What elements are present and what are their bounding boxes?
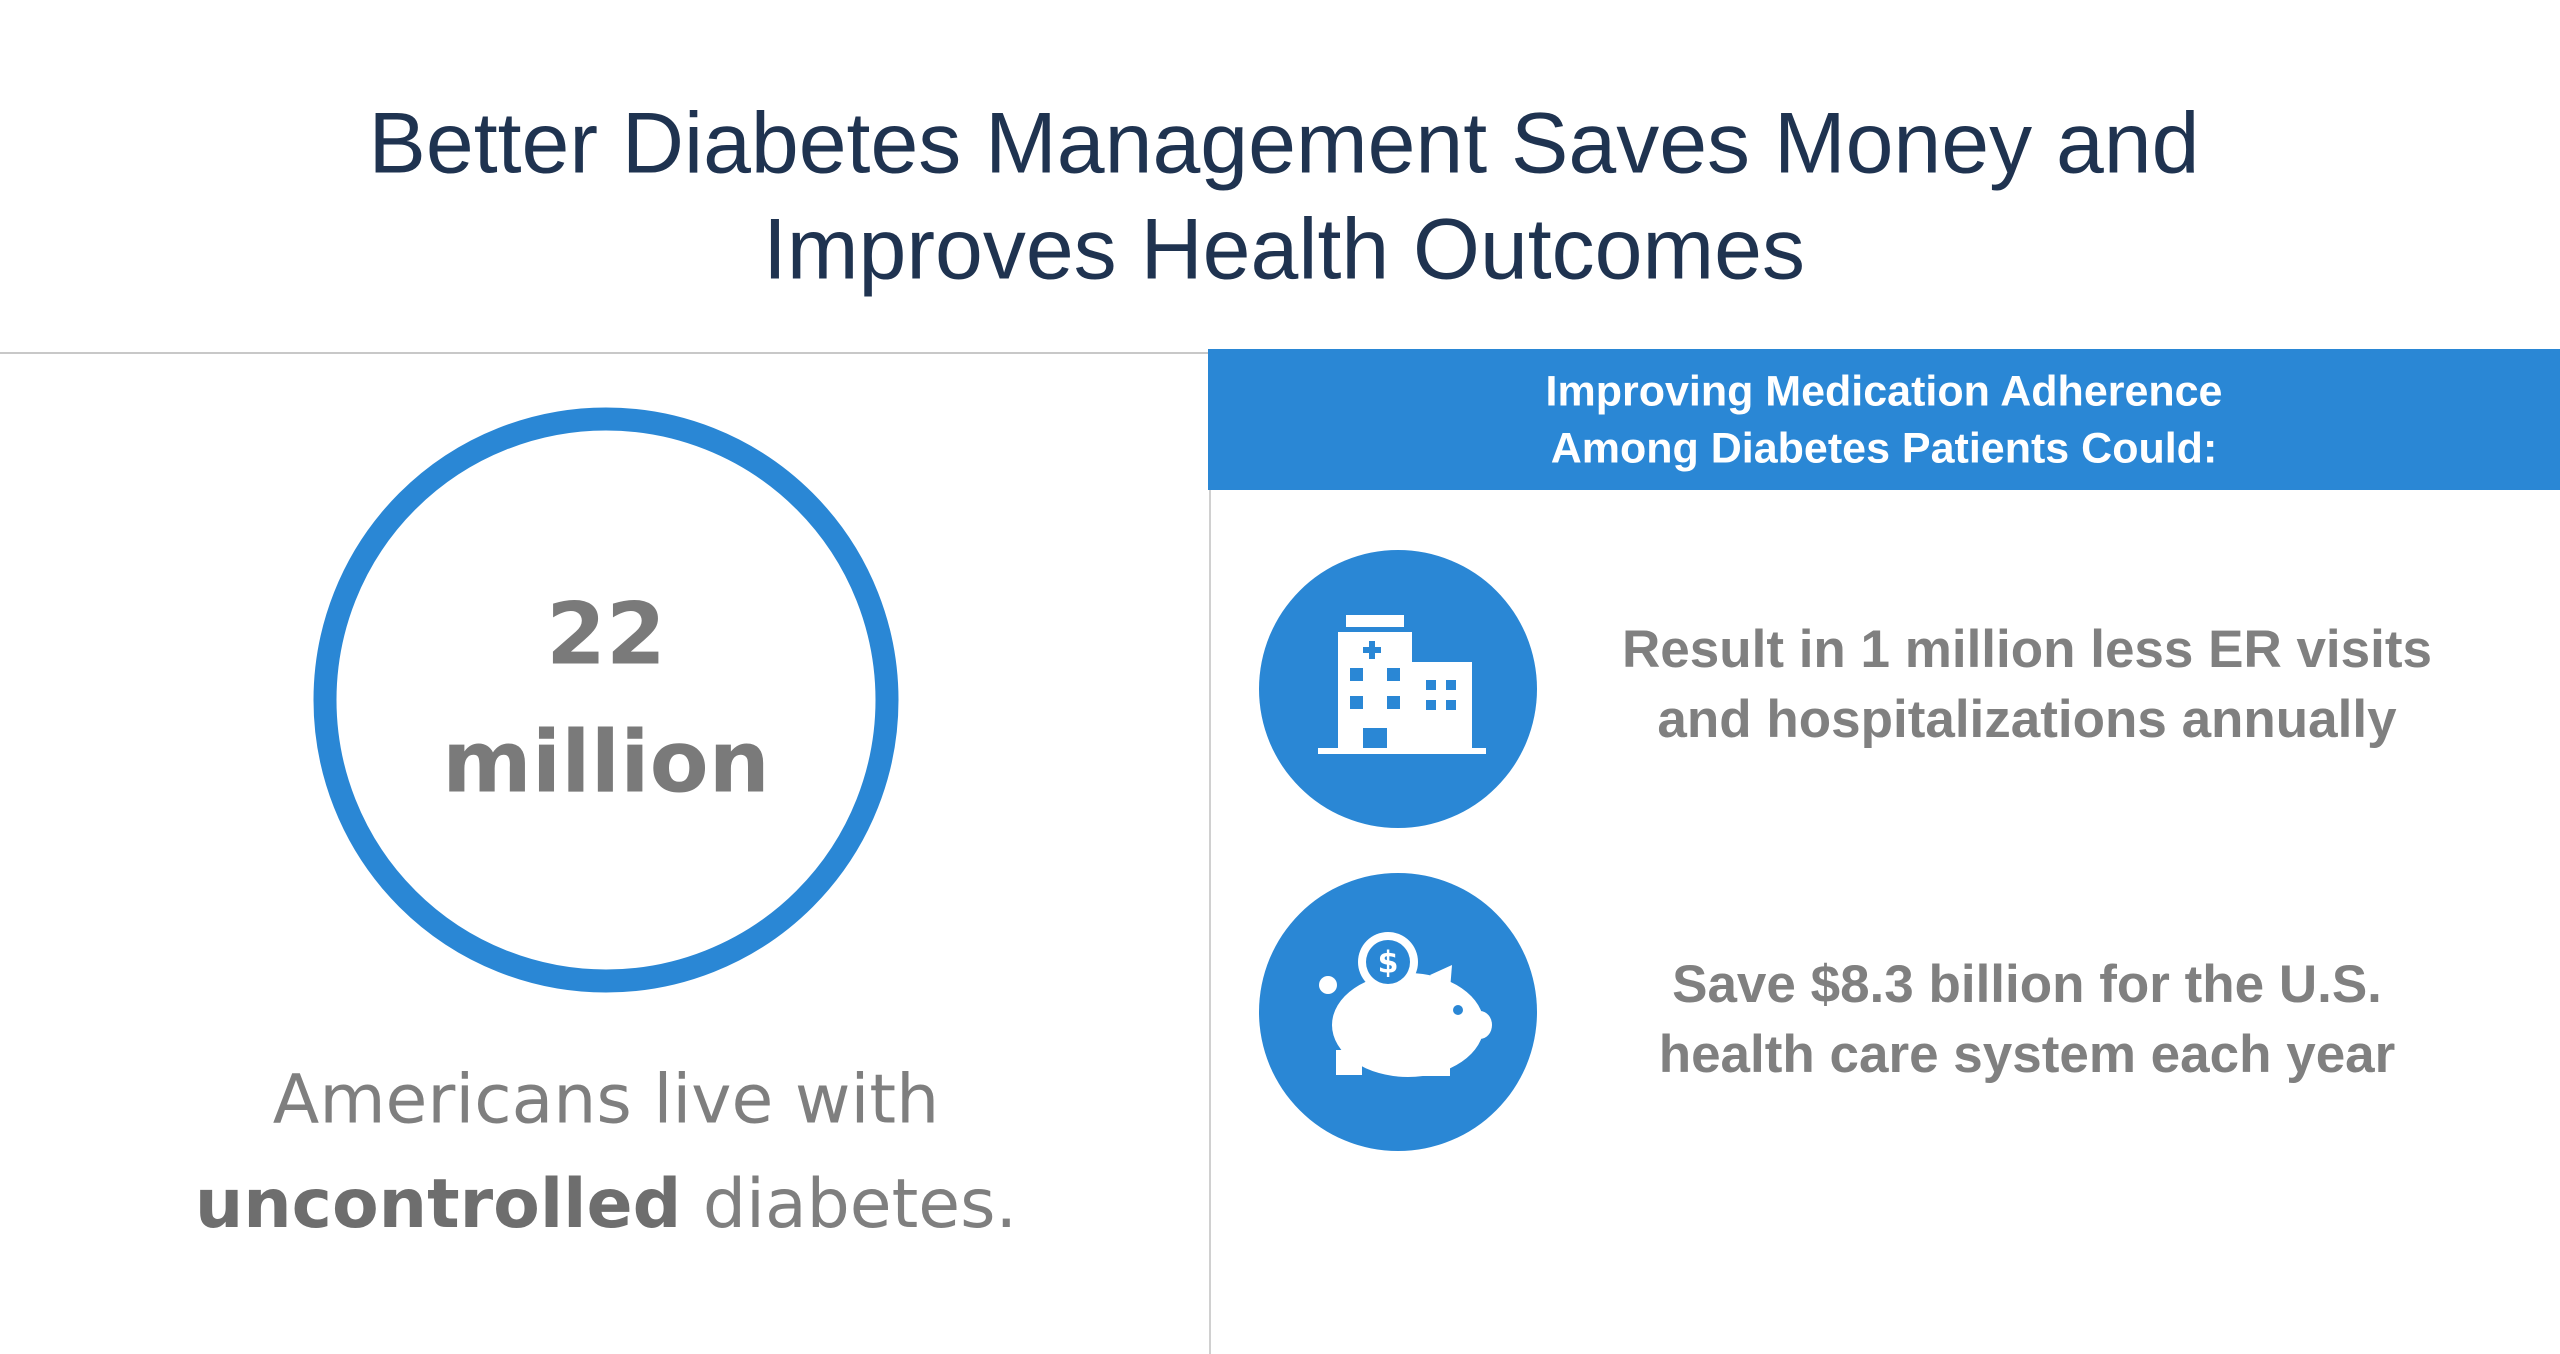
item-text: Save $8.3 billion for the U.S. <box>1672 955 2382 1014</box>
stat-rest: diabetes. <box>681 1165 1017 1244</box>
stat-text: uncontrolled diabetes. <box>195 1165 1017 1244</box>
stat-ring <box>313 407 899 993</box>
panel-heading: Improving Medication Adherence <box>1546 367 2223 415</box>
title-line: Better Diabetes Management Saves Money a… <box>369 96 2200 192</box>
panel-header <box>1208 349 2560 490</box>
stat-number: million <box>442 712 770 812</box>
hospital-icon <box>1259 550 1537 828</box>
item-text: and hospitalizations annually <box>1657 690 2397 749</box>
title-line: Improves Health Outcomes <box>763 202 1805 298</box>
panel-heading: Among Diabetes Patients Could: <box>1551 424 2218 472</box>
stat-bold: uncontrolled <box>195 1165 681 1244</box>
piggy-bank-icon: $ <box>1259 873 1537 1151</box>
stat-text: Americans live with <box>273 1061 939 1140</box>
item-text: health care system each year <box>1659 1025 2396 1084</box>
item-text: Result in 1 million less ER visits <box>1622 620 2432 679</box>
svg-text:$: $ <box>1378 946 1399 981</box>
stat-number: 22 <box>546 584 666 684</box>
